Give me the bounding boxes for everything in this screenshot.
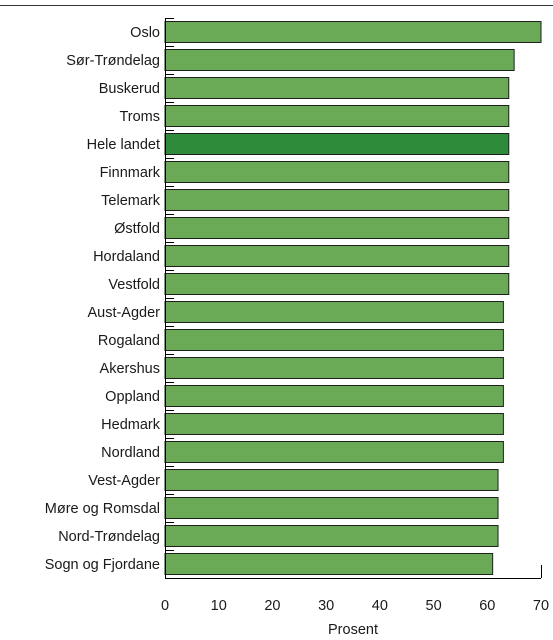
category-label: Hordaland <box>93 249 160 265</box>
category-label: Hedmark <box>101 417 161 433</box>
bar-1 <box>164 49 515 71</box>
category-label: Hele landet <box>87 137 160 153</box>
bar-0 <box>164 21 542 43</box>
bar-14 <box>164 413 504 435</box>
bar-9 <box>164 273 510 295</box>
bar-15 <box>164 441 504 463</box>
category-label: Telemark <box>101 193 161 209</box>
bar-2 <box>164 77 510 99</box>
bar-11 <box>164 329 504 351</box>
category-label: Møre og Romsdal <box>45 501 160 517</box>
x-tick-label: 20 <box>264 598 280 614</box>
category-label: Aust-Agder <box>87 305 160 321</box>
x-tick-label: 0 <box>161 598 169 614</box>
bar-4 <box>164 133 510 155</box>
x-ticks-group: 0 10 20 30 40 50 60 70 <box>161 598 549 614</box>
category-label: Østfold <box>114 221 160 237</box>
category-label: Sør-Trøndelag <box>66 53 160 69</box>
category-label: Akershus <box>100 361 160 377</box>
category-label: Troms <box>119 109 160 125</box>
x-tick-label: 70 <box>533 598 549 614</box>
category-label: Vestfold <box>108 277 160 293</box>
bar-8 <box>164 245 510 267</box>
category-label: Oslo <box>130 25 160 41</box>
bar-12 <box>164 357 504 379</box>
y-ticks-group <box>165 18 174 551</box>
bar-6 <box>164 189 510 211</box>
category-label: Vest-Agder <box>88 473 160 489</box>
bar-18 <box>164 525 499 547</box>
x-tick-label: 60 <box>479 598 495 614</box>
category-label: Nord-Trøndelag <box>58 529 160 545</box>
category-label: Sogn og Fjordane <box>45 557 160 573</box>
category-labels-group: Oslo Sør-Trøndelag Buskerud Troms Hele lande… <box>45 25 161 573</box>
category-label: Finnmark <box>100 165 161 181</box>
category-label: Rogaland <box>98 333 160 349</box>
bar-19 <box>164 553 494 575</box>
bars-group <box>164 21 542 575</box>
category-label: Oppland <box>105 389 160 405</box>
axes-group <box>165 18 542 579</box>
x-tick-label: 50 <box>426 598 442 614</box>
x-axis-title: Prosent <box>328 622 378 638</box>
bar-17 <box>164 497 499 519</box>
category-label: Buskerud <box>99 81 160 97</box>
bar-5 <box>164 161 510 183</box>
bar-13 <box>164 385 504 407</box>
x-tick-label: 30 <box>318 598 334 614</box>
bar-10 <box>164 301 504 323</box>
bar-3 <box>164 105 510 127</box>
category-label: Nordland <box>101 445 160 461</box>
bar-16 <box>164 469 499 491</box>
x-tick-label: 40 <box>372 598 388 614</box>
bar-7 <box>164 217 510 239</box>
x-tick-label: 10 <box>211 598 227 614</box>
